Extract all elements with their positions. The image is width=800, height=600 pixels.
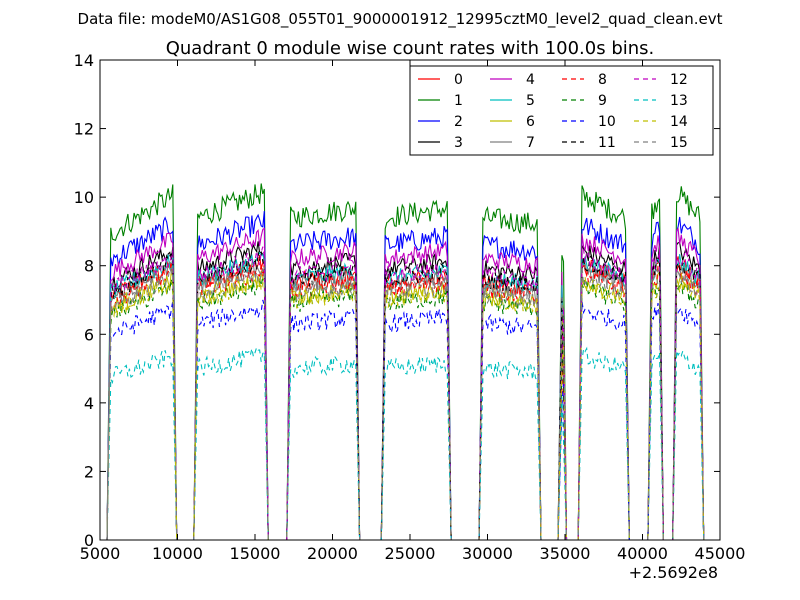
- series-line-4: [106, 227, 705, 540]
- legend-label-14: 14: [670, 114, 688, 130]
- series-line-12: [106, 246, 705, 540]
- series-line-10: [106, 299, 705, 540]
- y-tick-label: 14: [74, 51, 94, 70]
- legend-label-2: 2: [454, 114, 463, 130]
- series-line-2: [106, 210, 705, 540]
- legend-label-5: 5: [526, 93, 535, 109]
- y-tick-label: 8: [84, 257, 94, 276]
- legend-label-3: 3: [454, 135, 463, 151]
- legend-label-10: 10: [598, 114, 616, 130]
- series-line-15: [106, 266, 705, 540]
- legend-label-0: 0: [454, 72, 463, 88]
- y-tick-label: 12: [74, 120, 94, 139]
- x-tick-label: 15000: [230, 544, 281, 563]
- legend-label-7: 7: [526, 135, 535, 151]
- legend-label-1: 1: [454, 93, 463, 109]
- x-tick-label: 35000: [540, 544, 591, 563]
- x-tick-label: 20000: [307, 544, 358, 563]
- series-line-13: [106, 346, 705, 540]
- x-tick-label: 25000: [385, 544, 436, 563]
- y-tick-label: 10: [74, 188, 94, 207]
- series-layer: [106, 183, 705, 540]
- x-tick-label: 30000: [462, 544, 513, 563]
- x-tick-label: 5000: [80, 544, 121, 563]
- y-tick-label: 6: [84, 325, 94, 344]
- legend-label-12: 12: [670, 72, 688, 88]
- series-line-3: [106, 241, 705, 540]
- legend-label-6: 6: [526, 114, 535, 130]
- ticks-layer: 5000 10000 15000 20000 25000 30000 35000 40000 4…: [74, 51, 746, 563]
- series-line-11: [106, 251, 705, 540]
- y-tick-label: 4: [84, 394, 94, 413]
- legend-label-8: 8: [598, 72, 607, 88]
- legend-label-13: 13: [670, 93, 688, 109]
- x-tick-label: 10000: [152, 544, 203, 563]
- x-offset-label: +2.5692e8: [629, 563, 718, 582]
- x-tick-label: 45000: [695, 544, 746, 563]
- legend-label-4: 4: [526, 72, 535, 88]
- series-line-8: [106, 261, 705, 540]
- figure-suptitle: Data file: modeM0/AS1G08_055T01_90000019…: [78, 10, 723, 29]
- series-line-1: [106, 183, 705, 540]
- legend-frame: [409, 65, 714, 156]
- x-tick-label: 40000: [617, 544, 668, 563]
- legend-label-11: 11: [598, 135, 616, 151]
- chart-title: Quadrant 0 module wise count rates with …: [166, 38, 655, 59]
- legend-label-9: 9: [598, 93, 607, 109]
- y-tick-label: 2: [84, 462, 94, 481]
- legend-label-15: 15: [670, 135, 688, 151]
- y-tick-label: 0: [84, 531, 94, 550]
